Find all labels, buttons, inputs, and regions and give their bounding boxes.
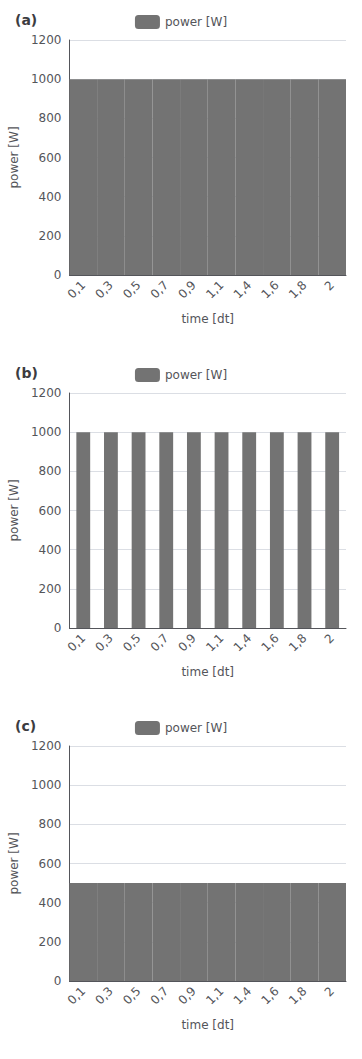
svg-text:(b): (b) xyxy=(15,365,38,381)
svg-text:0,5: 0,5 xyxy=(120,278,143,301)
svg-text:1,4: 1,4 xyxy=(231,984,254,1007)
svg-text:0,7: 0,7 xyxy=(148,278,171,301)
svg-text:2: 2 xyxy=(322,984,337,999)
svg-text:1,1: 1,1 xyxy=(203,278,226,301)
svg-text:1000: 1000 xyxy=(31,778,62,792)
svg-text:1,6: 1,6 xyxy=(258,984,281,1007)
svg-text:200: 200 xyxy=(39,582,62,596)
svg-text:800: 800 xyxy=(39,464,62,478)
svg-text:2: 2 xyxy=(322,278,337,293)
svg-text:time [dt]: time [dt] xyxy=(181,665,234,679)
svg-text:0,9: 0,9 xyxy=(175,278,198,301)
svg-text:0: 0 xyxy=(54,268,62,282)
svg-text:(c): (c) xyxy=(15,718,36,734)
svg-text:1,1: 1,1 xyxy=(203,631,226,654)
svg-text:0: 0 xyxy=(54,974,62,988)
svg-text:power [W]: power [W] xyxy=(7,126,21,188)
svg-text:1,6: 1,6 xyxy=(258,631,281,654)
svg-text:200: 200 xyxy=(39,935,62,949)
svg-text:800: 800 xyxy=(39,111,62,125)
svg-text:power [W]: power [W] xyxy=(165,368,227,382)
svg-text:1000: 1000 xyxy=(31,425,62,439)
svg-text:power [W]: power [W] xyxy=(165,15,227,29)
svg-text:600: 600 xyxy=(39,857,62,871)
svg-text:600: 600 xyxy=(39,151,62,165)
svg-text:time [dt]: time [dt] xyxy=(181,312,234,326)
svg-text:time [dt]: time [dt] xyxy=(181,1018,234,1032)
svg-text:0,7: 0,7 xyxy=(148,631,171,654)
svg-text:1,6: 1,6 xyxy=(258,278,281,301)
svg-text:power [W]: power [W] xyxy=(165,721,227,735)
svg-text:1200: 1200 xyxy=(31,386,62,400)
svg-text:0,1: 0,1 xyxy=(65,278,88,301)
svg-text:1,8: 1,8 xyxy=(286,984,309,1007)
svg-text:0,3: 0,3 xyxy=(92,631,115,654)
svg-text:0,9: 0,9 xyxy=(175,984,198,1007)
svg-text:0: 0 xyxy=(54,621,62,635)
svg-text:0,5: 0,5 xyxy=(120,631,143,654)
svg-text:400: 400 xyxy=(39,896,62,910)
svg-text:(a): (a) xyxy=(15,12,37,28)
svg-text:1,4: 1,4 xyxy=(231,631,254,654)
svg-text:1,8: 1,8 xyxy=(286,631,309,654)
svg-text:400: 400 xyxy=(39,190,62,204)
svg-text:1,8: 1,8 xyxy=(286,278,309,301)
svg-text:0,5: 0,5 xyxy=(120,984,143,1007)
svg-text:0,1: 0,1 xyxy=(65,984,88,1007)
svg-text:800: 800 xyxy=(39,817,62,831)
svg-text:1,1: 1,1 xyxy=(203,984,226,1007)
svg-text:0,3: 0,3 xyxy=(92,278,115,301)
svg-text:1200: 1200 xyxy=(31,739,62,753)
svg-text:power [W]: power [W] xyxy=(7,832,21,894)
svg-text:1000: 1000 xyxy=(31,72,62,86)
svg-text:0,1: 0,1 xyxy=(65,631,88,654)
svg-text:400: 400 xyxy=(39,543,62,557)
svg-text:200: 200 xyxy=(39,229,62,243)
svg-text:0,9: 0,9 xyxy=(175,631,198,654)
svg-text:1,4: 1,4 xyxy=(231,278,254,301)
svg-text:600: 600 xyxy=(39,504,62,518)
svg-text:0,3: 0,3 xyxy=(92,984,115,1007)
svg-text:2: 2 xyxy=(322,631,337,646)
svg-text:0,7: 0,7 xyxy=(148,984,171,1007)
svg-text:1200: 1200 xyxy=(31,33,62,47)
svg-text:power [W]: power [W] xyxy=(7,479,21,541)
